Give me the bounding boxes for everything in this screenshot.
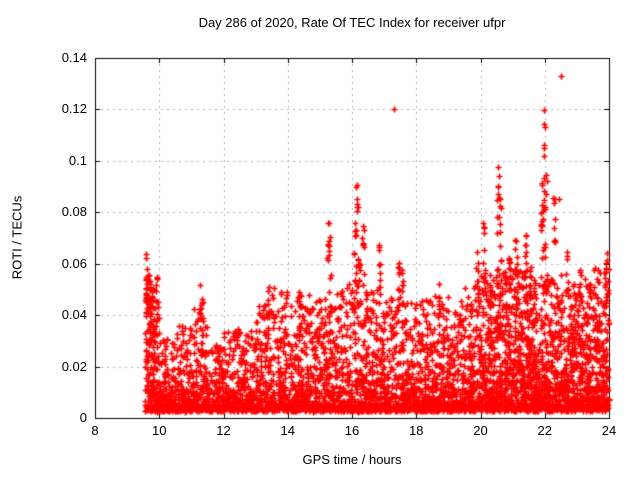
x-axis-label: GPS time / hours: [302, 452, 402, 467]
x-tick-label: 14: [280, 423, 295, 438]
y-tick-label: 0.14: [61, 50, 87, 65]
y-tick-label: 0.08: [61, 204, 87, 220]
y-tick-label: 0.12: [61, 101, 87, 117]
x-tick-label: 24: [601, 423, 617, 438]
y-tick-label: 0.06: [61, 255, 87, 271]
y-tick-label: 0.04: [61, 307, 87, 323]
x-tick-label: 20: [473, 423, 488, 438]
x-tick-label: 10: [152, 423, 167, 438]
chart-title: Day 286 of 2020, Rate Of TEC Index for r…: [198, 15, 506, 30]
y-tick-label: 0.1: [68, 152, 87, 168]
y-tick-label: 0.02: [61, 358, 87, 374]
x-tick-label: 12: [216, 423, 231, 438]
y-tick-label: 0: [79, 410, 87, 425]
x-tick-label: 16: [344, 423, 360, 438]
x-tick-label: 22: [537, 423, 552, 438]
x-tick-label: 8: [91, 423, 99, 438]
x-tick-label: 18: [409, 423, 424, 438]
